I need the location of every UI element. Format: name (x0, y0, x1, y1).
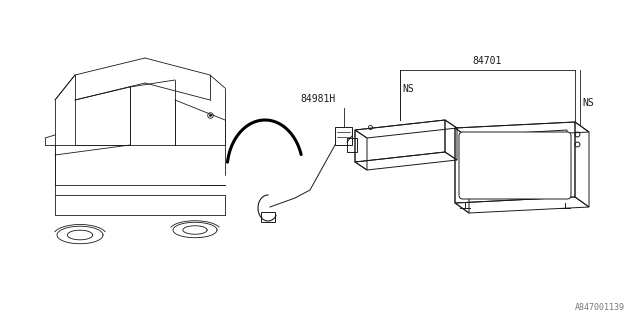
Text: NS: NS (582, 98, 594, 108)
Text: A847001139: A847001139 (575, 303, 625, 312)
FancyBboxPatch shape (335, 127, 352, 145)
Text: 84701: 84701 (472, 56, 502, 66)
FancyBboxPatch shape (459, 132, 571, 199)
Text: 84981H: 84981H (300, 94, 335, 104)
Text: NS: NS (402, 84, 413, 94)
FancyBboxPatch shape (261, 212, 275, 222)
